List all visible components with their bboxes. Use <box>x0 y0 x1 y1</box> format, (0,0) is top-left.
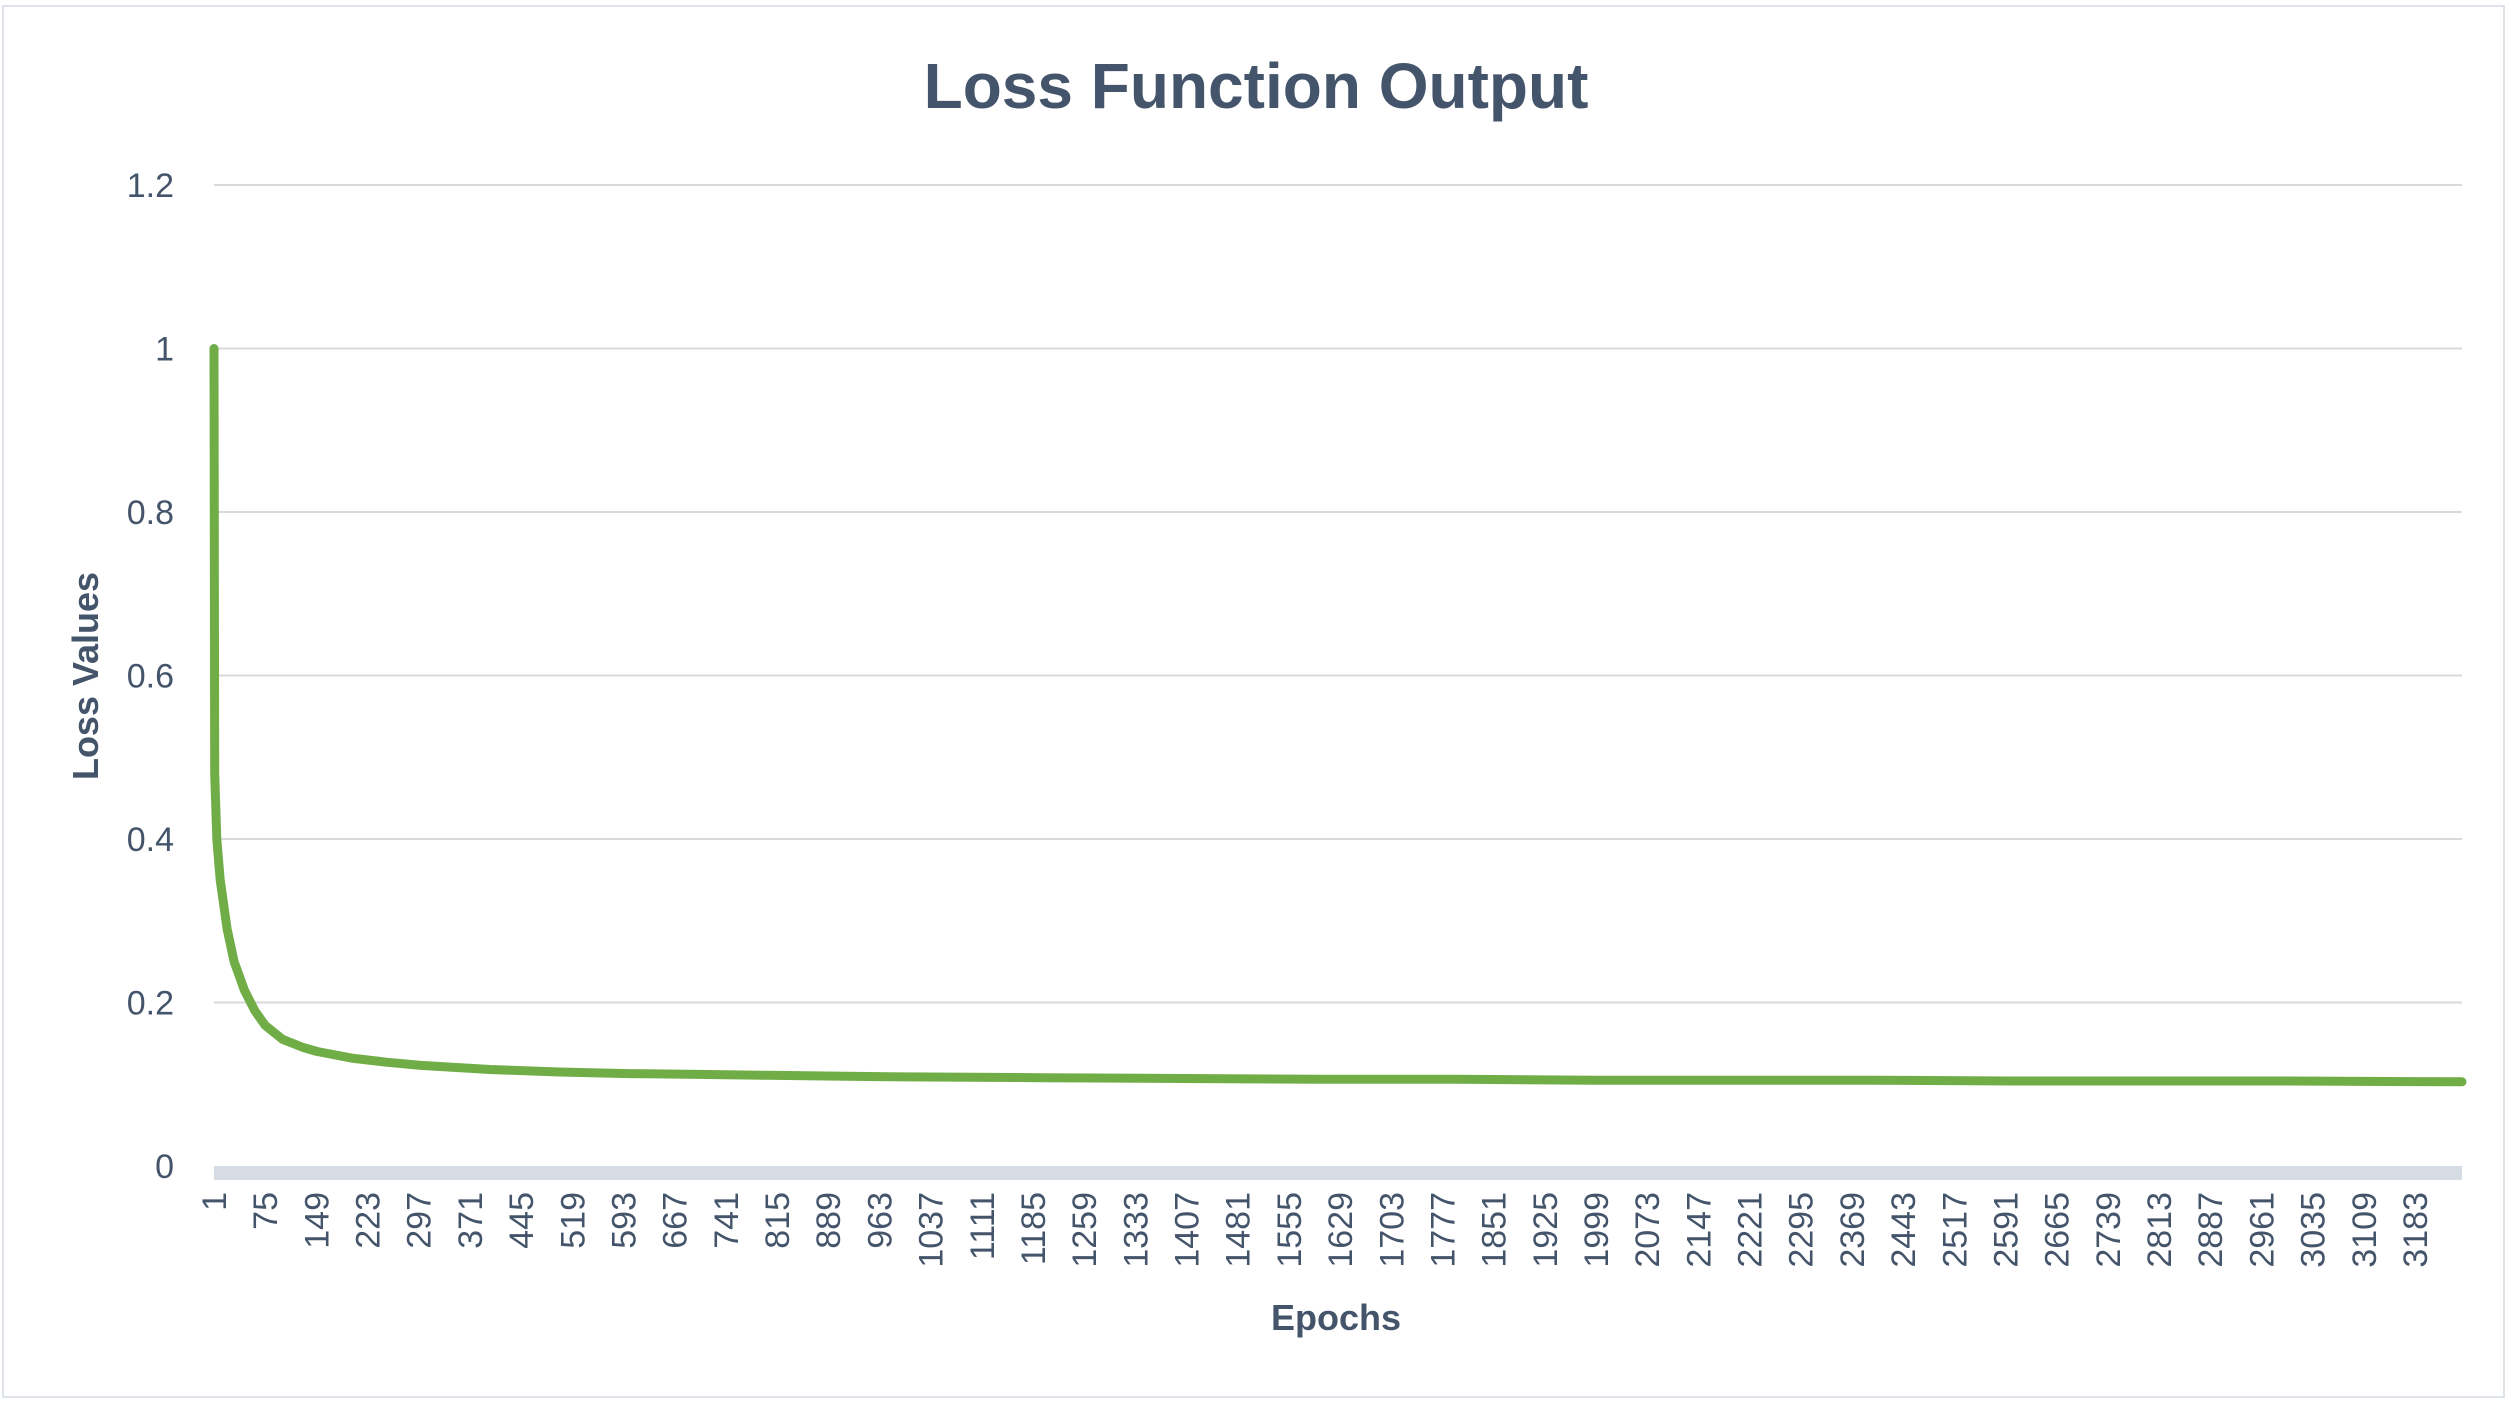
x-tick-label: 2221 <box>1732 1192 1770 1268</box>
x-tick-label: 2813 <box>2141 1192 2179 1268</box>
x-tick-label: 371 <box>452 1192 490 1249</box>
x-axis-line <box>214 1166 2462 1180</box>
x-tick-label: 1 <box>196 1192 234 1211</box>
x-tick-label: 3035 <box>2295 1192 2333 1268</box>
x-tick-label: 1851 <box>1476 1192 1514 1268</box>
x-tick-label: 1037 <box>913 1192 951 1268</box>
chart-frame <box>2 5 2505 1398</box>
series-layer <box>209 344 2467 1087</box>
x-tick-label: 2295 <box>1783 1192 1821 1268</box>
x-tick-label: 667 <box>657 1192 695 1249</box>
x-tick-label: 2739 <box>2090 1192 2128 1268</box>
x-tick-label: 889 <box>810 1192 848 1249</box>
x-tick-label: 1185 <box>1015 1192 1053 1265</box>
y-tick-label: 0.8 <box>127 494 174 532</box>
x-tick-label: 2591 <box>1987 1192 2025 1268</box>
y-tick-label: 0.2 <box>127 985 174 1023</box>
x-tick-label: 1777 <box>1424 1192 1462 1268</box>
x-tick-label: 1111 <box>964 1192 1002 1260</box>
x-tick-label: 2369 <box>1834 1192 1872 1268</box>
x-tick-label: 445 <box>503 1192 541 1249</box>
y-tick-label: 0 <box>155 1148 174 1186</box>
x-tick-label: 2443 <box>1885 1192 1923 1268</box>
x-tick-label: 2665 <box>2039 1192 2077 1268</box>
x-tick-label: 1407 <box>1169 1192 1207 1268</box>
series-line <box>209 344 2467 1087</box>
x-tick-label: 2887 <box>2192 1192 2230 1268</box>
x-tick-label: 223 <box>350 1192 388 1249</box>
x-tick-label: 1703 <box>1373 1192 1411 1268</box>
x-tick-label: 2961 <box>2243 1192 2281 1268</box>
x-axis-label: Epochs <box>1271 1297 1401 1338</box>
x-tick-labels: 1 75 149 223 297 371 445 519 593 667 741 815 889 963 1… <box>196 1192 2435 1268</box>
gridlines <box>214 184 2462 1004</box>
x-tick-label: 3109 <box>2346 1192 2384 1268</box>
x-axis <box>214 1166 2462 1180</box>
x-tick-label: 2073 <box>1629 1192 1667 1268</box>
y-tick-label: 1.2 <box>127 167 174 205</box>
x-tick-label: 1481 <box>1220 1192 1258 1268</box>
x-tick-label: 1259 <box>1066 1192 1104 1268</box>
x-tick-label: 75 <box>247 1192 285 1230</box>
x-tick-label: 519 <box>554 1192 592 1249</box>
y-tick-label: 0.6 <box>127 658 174 696</box>
y-tick-label: 1 <box>155 331 174 369</box>
chart-title: Loss Function Output <box>924 50 1589 122</box>
x-tick-label: 1333 <box>1117 1192 1155 1268</box>
x-tick-label: 963 <box>861 1192 899 1249</box>
x-tick-label: 149 <box>298 1192 336 1249</box>
x-tick-label: 297 <box>401 1192 439 1249</box>
x-tick-label: 593 <box>605 1192 643 1249</box>
y-axis: 0 0.2 0.4 0.6 0.8 1 1.2 <box>127 167 174 1186</box>
x-tick-label: 2147 <box>1680 1192 1718 1268</box>
x-tick-label: 1925 <box>1527 1192 1565 1268</box>
x-tick-label: 1999 <box>1578 1192 1616 1268</box>
x-tick-label: 2517 <box>1936 1192 1974 1268</box>
x-tick-label: 1555 <box>1271 1192 1309 1268</box>
x-tick-label: 741 <box>708 1192 746 1249</box>
y-axis-label: Loss Values <box>65 572 106 780</box>
x-tick-label: 1629 <box>1322 1192 1360 1268</box>
x-tick-label: 3183 <box>2397 1192 2435 1268</box>
x-tick-label: 815 <box>759 1192 797 1249</box>
y-tick-label: 0.4 <box>127 821 174 859</box>
